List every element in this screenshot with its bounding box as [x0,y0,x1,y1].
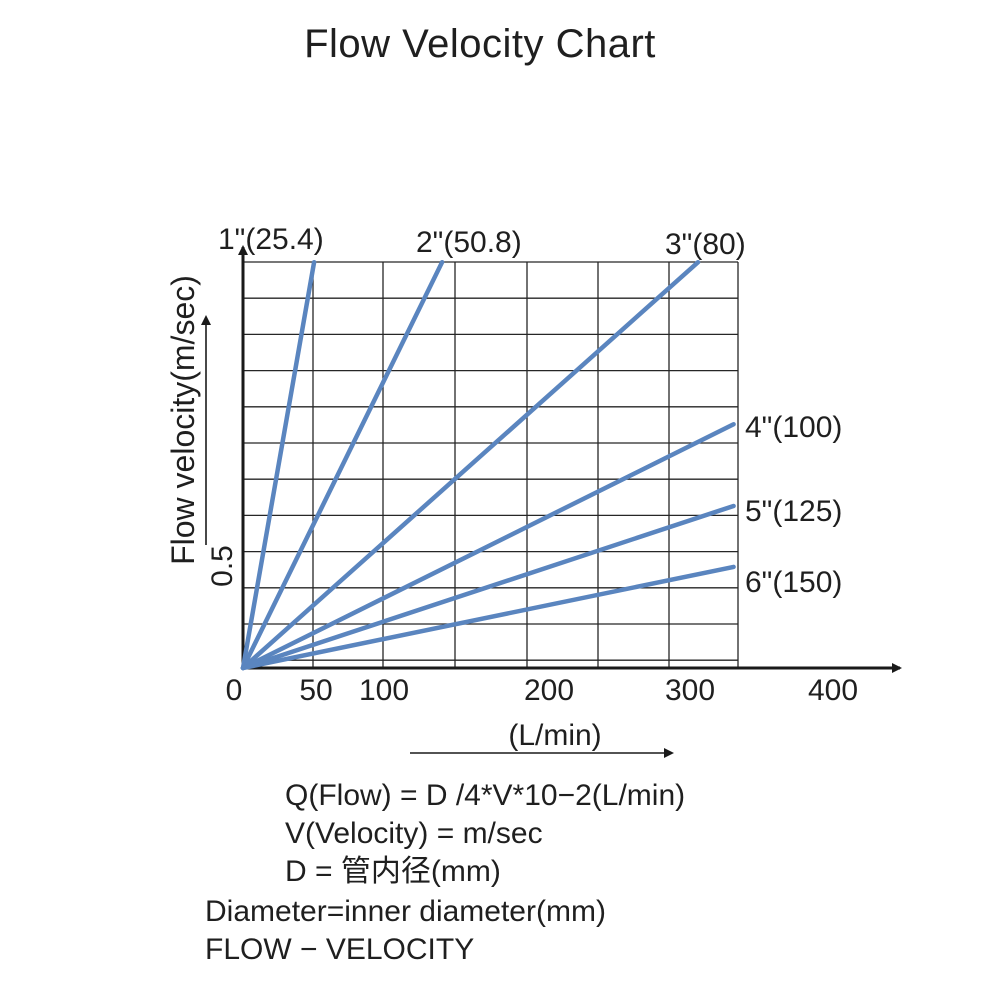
y-axis-label: Flow velocity(m/sec) [165,275,201,565]
series-line-2 [240,259,701,671]
x-tick-label-3: 200 [524,674,574,707]
grid [243,261,739,668]
series-label-5: 6"(150) [745,566,842,599]
formula-flow: Q(Flow) = D /4*V*10−2(L/min) [285,779,686,812]
series-line-3 [240,421,736,671]
series-label-2: 3"(80) [665,228,746,261]
x-tick-label-5: 400 [808,674,858,707]
series-line-5 [240,564,736,671]
flow-velocity-note: FLOW − VELOCITY [205,933,475,966]
formula-velocity: V(Velocity) = m/sec [285,817,543,850]
chart-title: Flow Velocity Chart [304,22,656,66]
labels: 1"(25.4) 2"(50.8) 3"(80) 4"(100) 5"(125) 6"(1… [165,223,858,752]
series-line-1 [240,259,445,671]
x-tick-label-1: 50 [299,674,332,707]
x-tick-label-4: 300 [665,674,715,707]
y-tick-label-0: 0.5 [206,545,239,587]
series-label-1: 2"(50.8) [416,226,522,259]
axes [201,245,902,758]
x-tick-label-0: 0 [226,674,243,707]
diameter-note: Diameter=inner diameter(mm) [205,895,606,928]
series-label-3: 4"(100) [745,411,842,444]
series-line-0 [240,259,317,671]
x-axis-label: (L/min) [508,719,601,752]
x-tick-label-2: 100 [359,674,409,707]
series-lines [240,259,736,671]
series-label-4: 5"(125) [745,495,842,528]
series-line-4 [240,503,736,671]
series-label-0: 1"(25.4) [218,223,324,256]
formula-diameter: D = 管内径(mm) [285,855,501,888]
